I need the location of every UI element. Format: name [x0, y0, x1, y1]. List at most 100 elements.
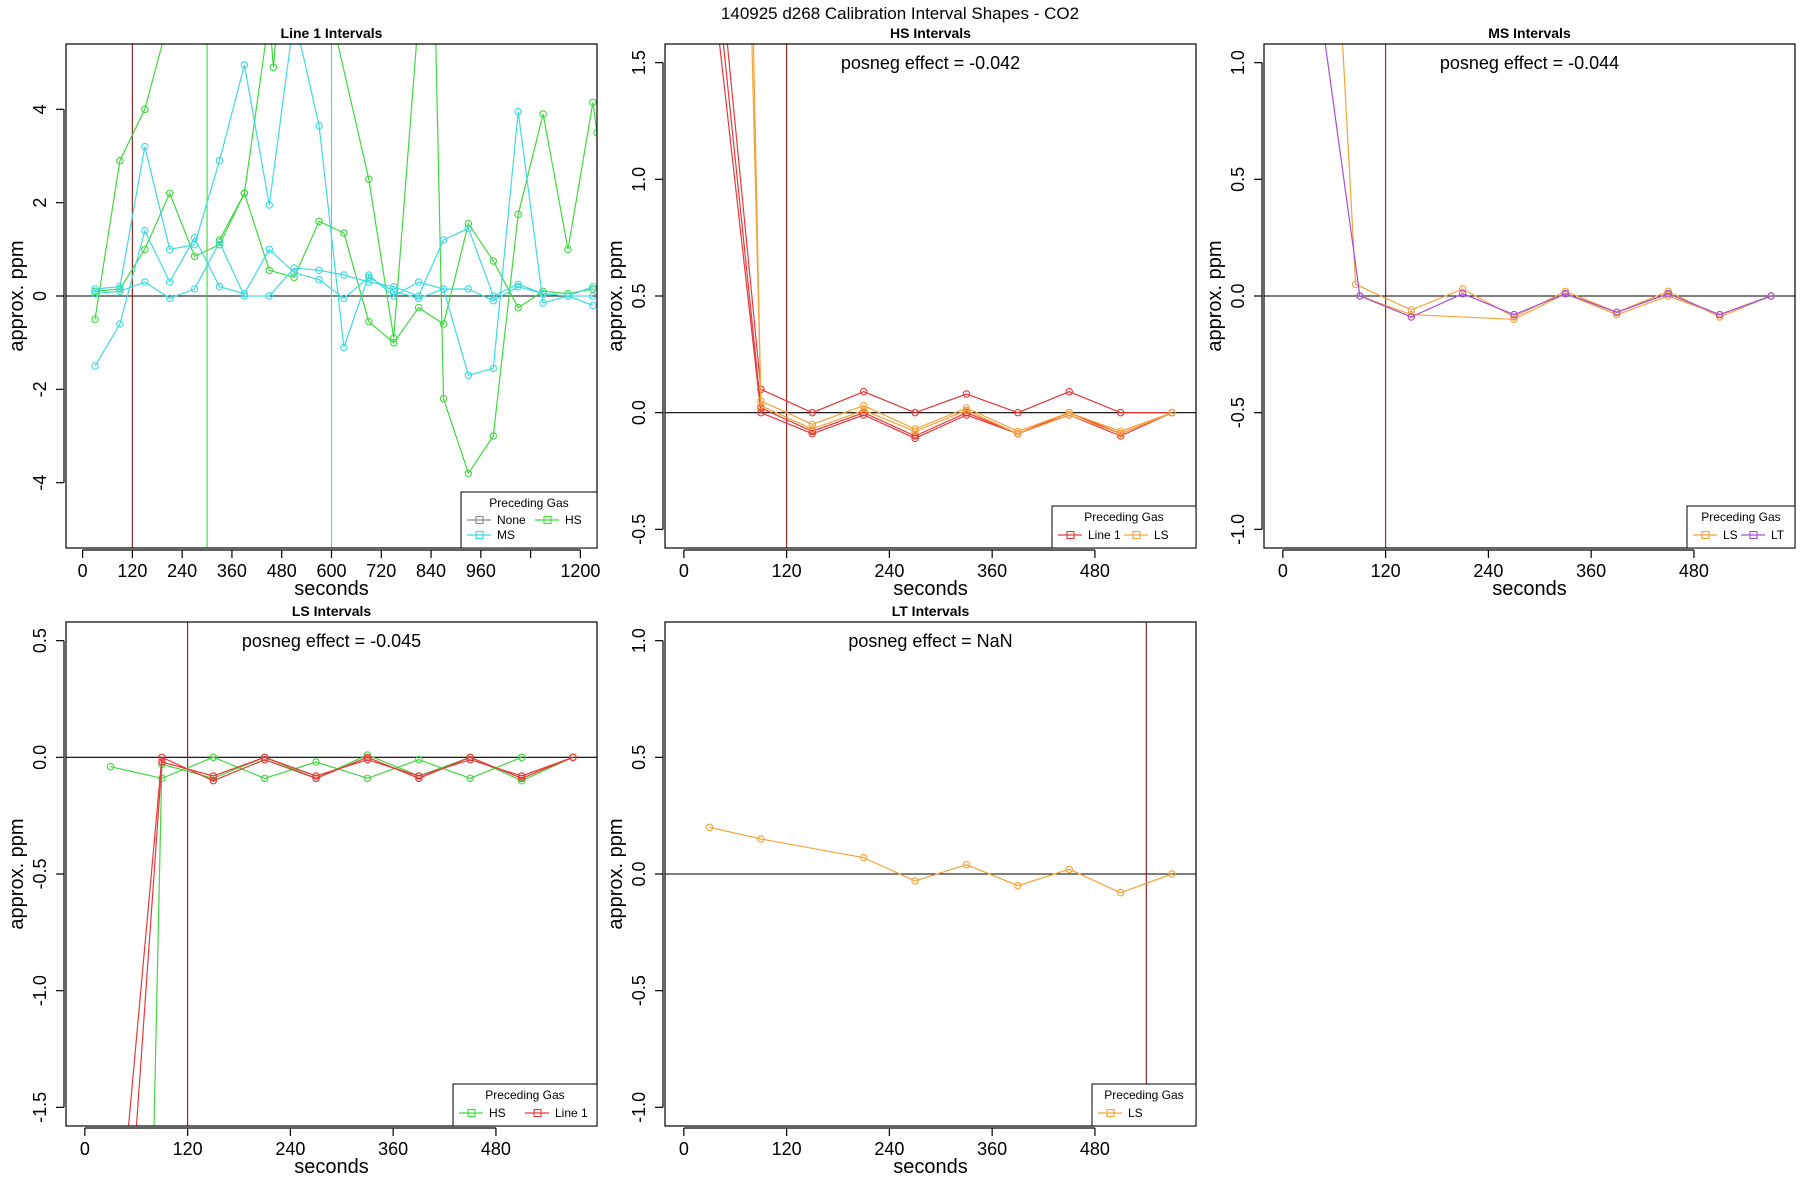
data-point [1014, 881, 1022, 890]
data-point [589, 301, 597, 310]
plot-frame [664, 621, 1197, 1127]
data-point [859, 853, 868, 862]
data-point [158, 758, 166, 766]
series-line-1 [135, 753, 577, 1126]
x-tick-label: 240 [874, 1139, 904, 1159]
data-point [464, 371, 473, 380]
data-point [312, 774, 320, 783]
posneg-annotation: posneg effect = -0.044 [1440, 53, 1619, 73]
data-point [514, 210, 522, 219]
data-point [265, 266, 274, 275]
y-tick-label: 1.5 [629, 50, 649, 75]
data-point [312, 772, 320, 780]
data-point [389, 338, 398, 347]
x-tick-label: 0 [679, 1139, 689, 1159]
legend-box [452, 1083, 598, 1127]
legend-swatch-marker [475, 530, 484, 540]
legend: Preceding Gas None HS MS [460, 491, 598, 549]
series-hs [337, 44, 597, 478]
data-point [1116, 427, 1125, 436]
y-tick-label: 0.5 [629, 283, 649, 308]
data-point [260, 753, 269, 762]
legend-title: Preceding Gas [1701, 510, 1780, 524]
data-point [1767, 292, 1775, 300]
series-line [337, 44, 597, 475]
data-point [1664, 287, 1672, 296]
data-point [158, 753, 166, 762]
y-tick-label: -0.5 [629, 514, 649, 545]
data-point [1613, 308, 1621, 317]
x-tick-label: 0 [1278, 561, 1288, 581]
series-line [1324, 44, 1772, 318]
y-tick-label: -1.0 [629, 1092, 649, 1123]
data-point [1065, 408, 1073, 417]
data-point [290, 268, 298, 277]
data-point [1458, 289, 1467, 298]
x-tick-label: 240 [1473, 561, 1503, 581]
data-point [240, 292, 249, 300]
series-ms [91, 226, 597, 370]
data-point [911, 408, 919, 417]
data-point [514, 303, 522, 312]
legend-box [1091, 1083, 1197, 1127]
data-point [589, 282, 597, 291]
x-axis-label: seconds [294, 578, 369, 600]
x-tick-label: 120 [173, 1139, 203, 1159]
y-tick-label: 1.0 [629, 167, 649, 192]
data-point [517, 774, 526, 783]
y-axis-label: approx. ppm [605, 818, 627, 929]
series-line [94, 228, 594, 367]
data-point [911, 434, 919, 443]
data-point [464, 219, 473, 228]
y-tick-label: 1.0 [1228, 50, 1248, 75]
y-axis-label: approx. ppm [1204, 240, 1226, 351]
data-point [808, 408, 817, 417]
data-point [141, 142, 149, 151]
data-point [489, 432, 498, 440]
panel-title: Line 1 Intervals [281, 25, 383, 41]
data-point [209, 753, 218, 762]
data-point [91, 362, 99, 370]
data-point [466, 755, 474, 764]
series-hs [106, 753, 526, 783]
data-point [389, 334, 398, 342]
legend-title: Preceding Gas [485, 1088, 564, 1102]
data-point [165, 245, 174, 254]
data-point [1014, 427, 1022, 436]
data-point [190, 285, 199, 293]
y-tick-label: -1.0 [1228, 514, 1248, 545]
plot-frame [664, 43, 1197, 549]
data-point [1458, 285, 1467, 293]
data-point [141, 245, 149, 254]
x-tick-label: 0 [679, 561, 689, 581]
series-line [218, 44, 276, 241]
data-point [363, 755, 372, 764]
data-point [859, 401, 868, 410]
data-point [116, 287, 124, 296]
legend-entry-label: HS [565, 513, 582, 527]
legend-entry-label: Line 1 [555, 1106, 588, 1120]
data-point [514, 280, 522, 289]
x-tick-label: 360 [1576, 561, 1606, 581]
data-point [564, 289, 572, 298]
panel-title: LS Intervals [292, 603, 372, 619]
data-point [363, 751, 372, 759]
y-tick-label: 1.0 [629, 628, 649, 653]
data-point [1065, 411, 1073, 419]
data-point [365, 175, 373, 184]
data-point [415, 755, 423, 764]
data-point [315, 266, 323, 275]
data-point [91, 285, 99, 293]
data-point [116, 156, 124, 165]
posneg-annotation: posneg effect = NaN [848, 631, 1012, 651]
x-tick-label: 360 [217, 561, 247, 581]
data-point [1510, 310, 1518, 319]
y-tick-label: -4 [30, 475, 50, 491]
data-point [141, 278, 149, 286]
y-axis-label: approx. ppm [6, 240, 28, 351]
y-tick-label: 0.0 [629, 400, 649, 425]
data-point [1561, 287, 1570, 296]
data-point [808, 420, 817, 429]
data-point [215, 282, 224, 291]
x-tick-label: 120 [117, 561, 147, 581]
